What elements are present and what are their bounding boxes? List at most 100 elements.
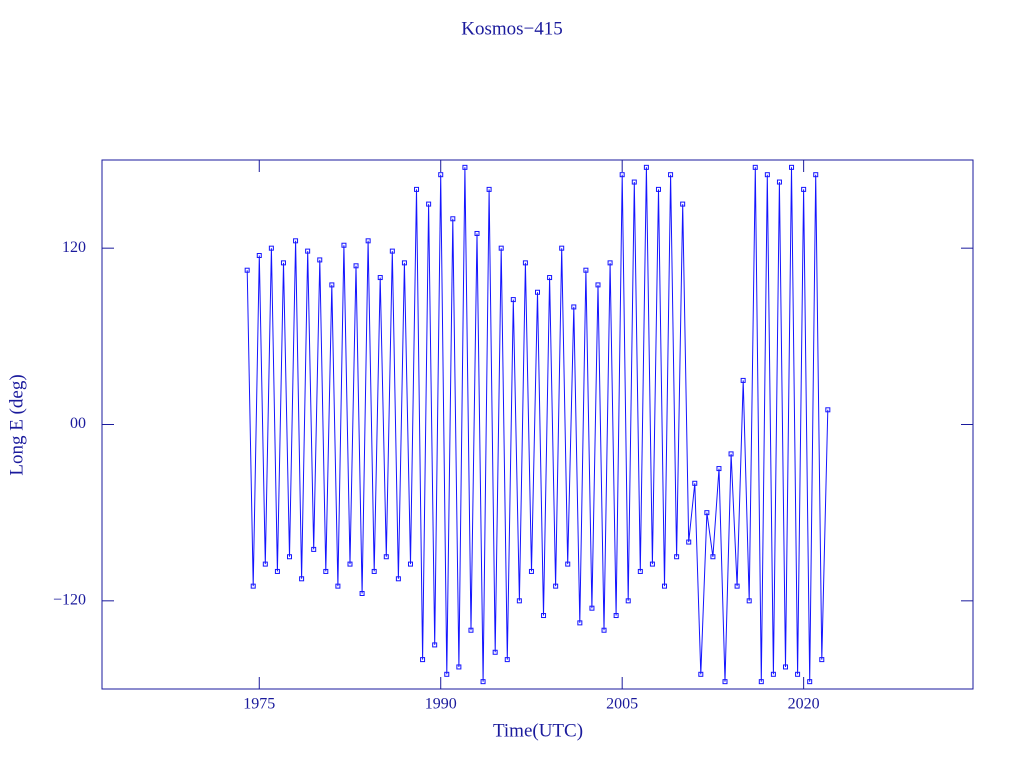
data-point [468,627,474,633]
data-point [698,671,704,677]
data-point [813,172,819,178]
data-point [480,679,486,685]
data-point [389,248,395,254]
data-point [262,561,268,567]
data-point [704,510,710,516]
data-point [516,598,522,604]
data-point [420,657,426,663]
y-axis-label: Long E (deg) [6,374,27,475]
data-point [595,282,601,288]
data-point [776,179,782,185]
data-point [782,664,788,670]
data-point [256,253,262,259]
y-tick-label: 120 [62,239,86,256]
data-point [353,263,359,269]
data-point [789,164,795,170]
data-point [825,407,831,413]
data-point [571,304,577,310]
data-point [625,598,631,604]
data-point [426,201,432,207]
data-point [613,613,619,619]
data-point [299,576,305,582]
data-point [395,576,401,582]
data-point [293,238,299,244]
data-point [474,230,480,236]
data-point [649,561,655,567]
data-point [553,583,559,589]
data-point [686,539,692,545]
data-point [274,568,280,574]
data-point [450,216,456,222]
data-point [607,260,613,266]
data-point [528,568,534,574]
data-line [246,167,829,682]
data-point [377,275,383,281]
data-point [498,245,504,251]
data-point [456,664,462,670]
data-point [716,466,722,472]
data-point [305,248,311,254]
x-tick-label: 1975 [243,696,275,713]
x-tick-label: 2020 [788,696,820,713]
data-point [819,657,825,663]
data-point [347,561,353,567]
data-point [414,186,420,192]
data-point [244,267,250,273]
data-point [752,164,758,170]
data-point [674,554,680,560]
data-point [335,583,341,589]
data-point [631,179,637,185]
data-point [383,554,389,560]
data-point [504,657,510,663]
x-tick-label: 2005 [606,696,638,713]
data-point [365,238,371,244]
data-point [583,267,589,273]
data-point [619,172,625,178]
data-point [522,260,528,266]
data-point [589,605,595,611]
data-point [770,671,776,677]
data-point [407,561,413,567]
data-point [692,480,698,486]
data-point [734,583,740,589]
data-point [329,282,335,288]
data-point [359,590,365,596]
data-point [401,260,407,266]
data-point [444,671,450,677]
y-tick-label: 00 [70,415,86,432]
data-point [486,186,492,192]
data-point [740,377,746,383]
data-point [432,642,438,648]
data-point [280,260,286,266]
data-point [250,583,256,589]
data-point [535,289,540,295]
data-point [577,620,583,626]
plot-frame [101,159,974,690]
data-point [371,568,377,574]
data-point [764,172,770,178]
data-point [438,172,444,178]
data-point [637,568,643,574]
data-point [311,546,317,552]
data-point [287,554,293,560]
data-point [541,613,547,619]
data-point [510,297,516,303]
data-point [668,172,674,178]
data-point [807,679,813,685]
data-point [758,679,764,685]
data-point [722,679,728,685]
data-point [746,598,752,604]
data-point [317,257,323,263]
data-point [492,649,498,655]
data-point [559,245,565,251]
data-point [728,451,734,457]
data-point [268,245,274,251]
data-point [341,242,347,248]
data-point [662,583,668,589]
data-point [795,671,801,677]
chart-title: Kosmos−415 [461,18,563,39]
x-axis-label: Time(UTC) [493,720,583,741]
data-point [601,627,607,633]
data-point [323,568,329,574]
